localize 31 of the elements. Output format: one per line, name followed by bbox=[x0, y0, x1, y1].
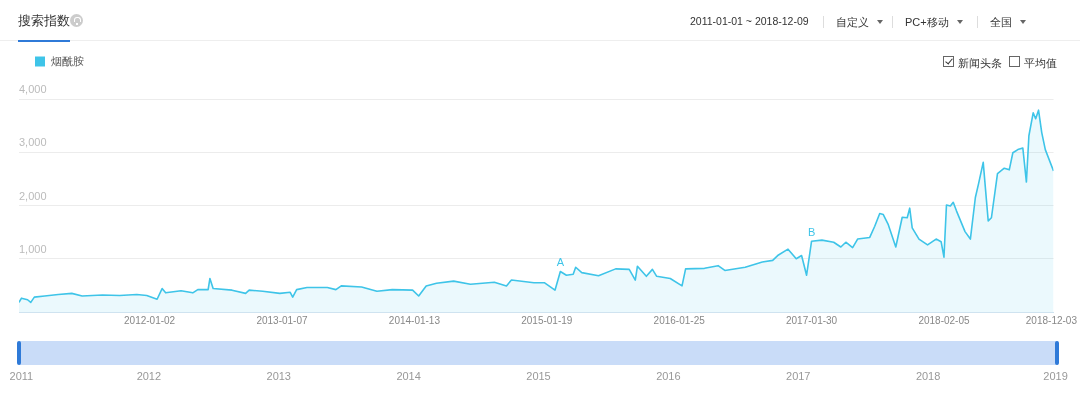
text: 自定义 bbox=[836, 15, 869, 30]
x-tick-label: 2018-02-05 bbox=[918, 314, 970, 326]
x-tick-label: 2016-01-25 bbox=[653, 314, 706, 326]
text: 2016 bbox=[656, 370, 681, 382]
text: 2013 bbox=[266, 370, 291, 382]
text: PC+移动 bbox=[905, 15, 949, 30]
x-tick-label: 2015-01-19 bbox=[521, 314, 573, 326]
text: 平均值 bbox=[1024, 56, 1057, 71]
text: 全国 bbox=[990, 15, 1012, 30]
text: 2014 bbox=[396, 370, 421, 382]
text: 2018 bbox=[915, 370, 941, 382]
x-tick-label: 2012-01-02 bbox=[124, 314, 176, 326]
x-tick-label: 2013-01-07 bbox=[256, 314, 309, 326]
annotation: B bbox=[807, 225, 816, 238]
text: 2015 bbox=[526, 370, 551, 382]
text: 2019 bbox=[1043, 370, 1068, 382]
text: 新闻头条 bbox=[958, 56, 1002, 71]
x-tick-label: 2017-01-30 bbox=[785, 314, 838, 326]
chart-title: 搜索指数 bbox=[18, 12, 70, 42]
y-tick-label: 3,000 bbox=[19, 136, 47, 149]
text: 2011-01-01 ~ 2018-12-09 bbox=[690, 15, 809, 27]
legend-label: 烟酰胺 bbox=[50, 54, 84, 67]
text: 2011 bbox=[9, 370, 34, 382]
annotation: A bbox=[556, 256, 565, 269]
text: 2012 bbox=[136, 370, 162, 382]
y-tick-label: 2,000 bbox=[19, 189, 47, 202]
x-tick-label: 2018-12-03 bbox=[1025, 314, 1078, 326]
y-tick-label: 4,000 bbox=[19, 83, 47, 96]
text: 2017 bbox=[786, 370, 811, 382]
x-tick-label: 2014-01-13 bbox=[388, 314, 441, 326]
y-tick-label: 1,000 bbox=[19, 242, 47, 255]
